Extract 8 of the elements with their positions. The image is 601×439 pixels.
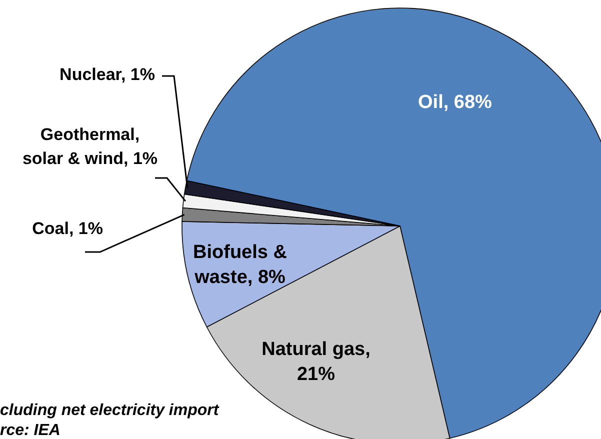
slice-label: Biofuels & waste, 8% (193, 242, 288, 288)
text: rce: IEA (0, 422, 60, 439)
slice-label: Geothermal, solar & wind, 1% (22, 125, 158, 168)
slice-label: Nuclear, 1% (60, 65, 155, 84)
slice-label: Coal, 1% (32, 219, 103, 238)
slice-label: Natural gas, 21% (262, 339, 370, 385)
text: cluding net electricity import (0, 402, 220, 419)
slice-label: Oil, 68% (418, 92, 492, 113)
